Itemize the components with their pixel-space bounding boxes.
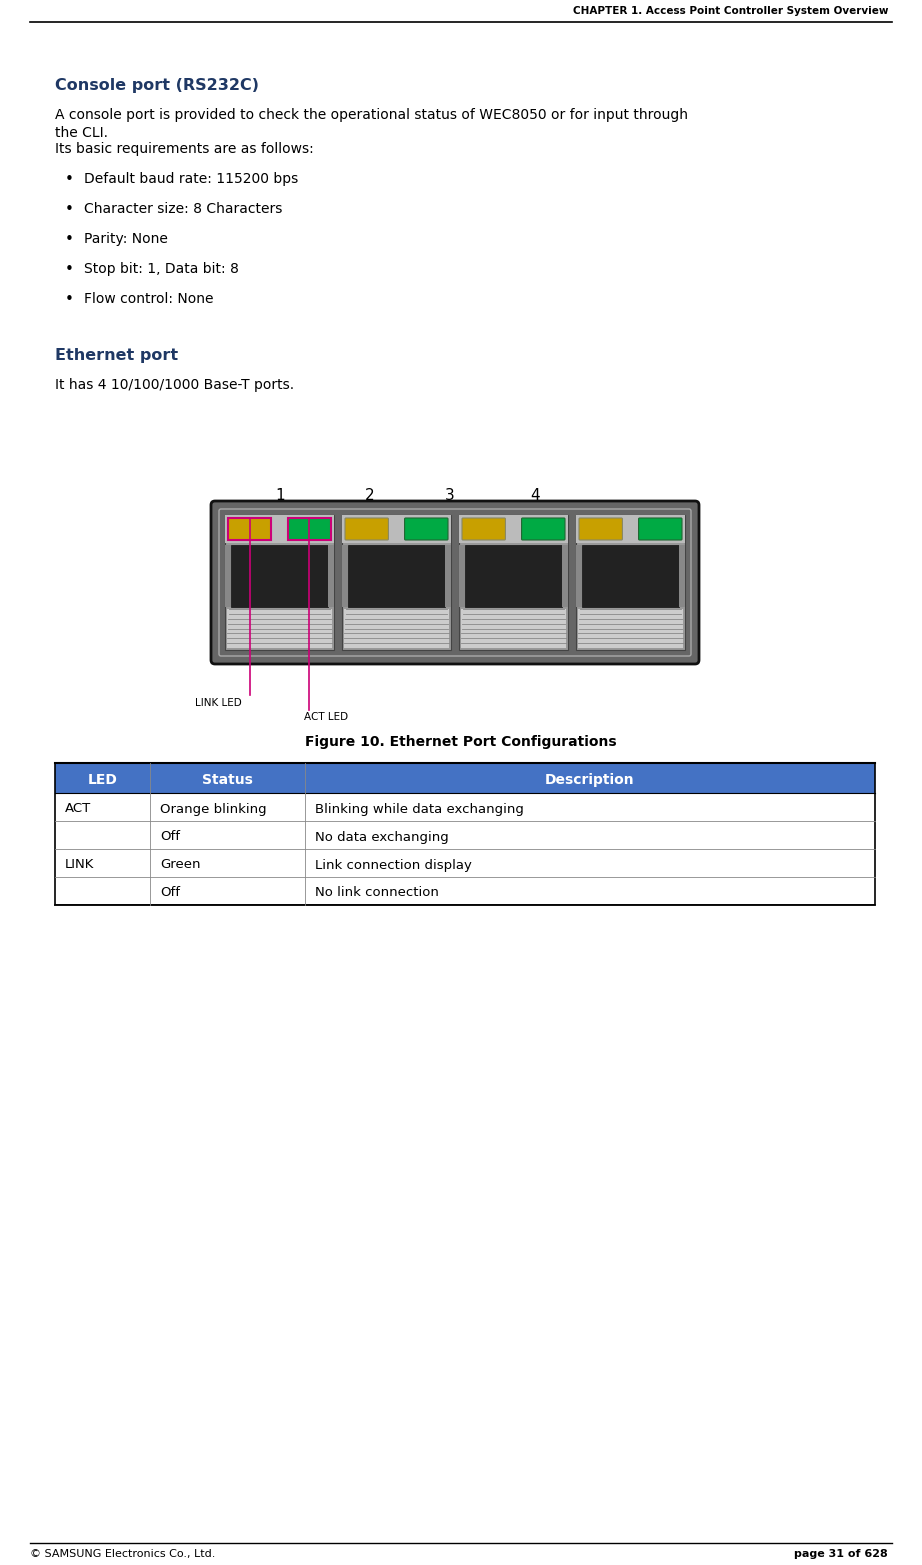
Bar <box>288 518 331 540</box>
Text: ACT: ACT <box>65 803 91 815</box>
Bar <box>225 515 334 649</box>
Text: Parity: None: Parity: None <box>84 232 168 246</box>
FancyBboxPatch shape <box>522 518 565 540</box>
Text: 3: 3 <box>445 488 455 502</box>
Text: It has 4 10/100/1000 Base-T ports.: It has 4 10/100/1000 Base-T ports. <box>55 379 294 391</box>
Text: •: • <box>65 232 74 247</box>
Text: No data exchanging: No data exchanging <box>315 831 449 844</box>
Text: Status: Status <box>202 773 253 787</box>
Text: A console port is provided to check the operational status of WEC8050 or for inp: A console port is provided to check the … <box>55 108 688 122</box>
Text: Console port (RS232C): Console port (RS232C) <box>55 78 259 92</box>
Text: •: • <box>65 172 74 186</box>
Text: LINK LED: LINK LED <box>195 698 242 707</box>
Text: Flow control: None: Flow control: None <box>84 293 214 307</box>
Text: Off: Off <box>160 831 180 844</box>
Text: 1: 1 <box>275 488 285 502</box>
Bar <box>55 822 875 848</box>
Text: ACT LED: ACT LED <box>304 712 349 721</box>
Bar <box>55 876 875 905</box>
Text: Figure 10. Ethernet Port Configurations: Figure 10. Ethernet Port Configurations <box>305 736 617 750</box>
Text: 4: 4 <box>530 488 539 502</box>
Bar <box>225 545 231 607</box>
Text: 2: 2 <box>365 488 375 502</box>
Bar <box>461 609 566 648</box>
Text: •: • <box>65 261 74 277</box>
Bar <box>344 609 449 648</box>
Bar <box>576 545 582 607</box>
Bar <box>55 848 875 876</box>
Bar <box>679 545 685 607</box>
Bar <box>465 545 562 607</box>
Text: Blinking while data exchanging: Blinking while data exchanging <box>315 803 524 815</box>
FancyBboxPatch shape <box>345 518 388 540</box>
Bar <box>582 545 679 607</box>
Text: Default baud rate: 115200 bps: Default baud rate: 115200 bps <box>84 172 298 186</box>
FancyBboxPatch shape <box>639 518 682 540</box>
FancyBboxPatch shape <box>228 518 271 540</box>
Text: LED: LED <box>88 773 117 787</box>
Text: Stop bit: 1, Data bit: 8: Stop bit: 1, Data bit: 8 <box>84 261 239 275</box>
Bar <box>576 515 685 543</box>
FancyBboxPatch shape <box>288 518 331 540</box>
Text: the CLI.: the CLI. <box>55 127 108 139</box>
Text: page 31 of 628: page 31 of 628 <box>794 1549 888 1559</box>
Text: Character size: 8 Characters: Character size: 8 Characters <box>84 202 282 216</box>
Bar <box>348 545 445 607</box>
Bar <box>55 793 875 822</box>
Bar <box>562 545 568 607</box>
FancyBboxPatch shape <box>462 518 505 540</box>
FancyBboxPatch shape <box>579 518 622 540</box>
Bar <box>227 609 332 648</box>
Text: No link connection: No link connection <box>315 886 439 900</box>
Text: Green: Green <box>160 859 200 872</box>
Text: Ethernet port: Ethernet port <box>55 347 178 363</box>
FancyBboxPatch shape <box>405 518 448 540</box>
Bar <box>459 545 465 607</box>
Text: •: • <box>65 293 74 307</box>
Text: Off: Off <box>160 886 180 900</box>
Text: CHAPTER 1. Access Point Controller System Overview: CHAPTER 1. Access Point Controller Syste… <box>573 6 888 16</box>
Text: Description: Description <box>545 773 635 787</box>
Bar <box>445 545 451 607</box>
Bar <box>342 515 451 649</box>
Bar <box>459 515 568 543</box>
Bar <box>578 609 683 648</box>
FancyBboxPatch shape <box>211 501 699 664</box>
Text: © SAMSUNG Electronics Co., Ltd.: © SAMSUNG Electronics Co., Ltd. <box>30 1549 216 1559</box>
Bar <box>225 515 334 543</box>
Bar <box>342 545 348 607</box>
Bar <box>228 518 271 540</box>
Bar <box>55 764 875 905</box>
Bar <box>342 515 451 543</box>
Bar <box>231 545 328 607</box>
Text: •: • <box>65 202 74 218</box>
Text: Orange blinking: Orange blinking <box>160 803 266 815</box>
Bar <box>576 515 685 649</box>
Text: Its basic requirements are as follows:: Its basic requirements are as follows: <box>55 142 313 156</box>
Bar <box>328 545 334 607</box>
Bar <box>55 764 875 793</box>
Bar <box>459 515 568 649</box>
Text: LINK: LINK <box>65 859 94 872</box>
Text: Link connection display: Link connection display <box>315 859 472 872</box>
